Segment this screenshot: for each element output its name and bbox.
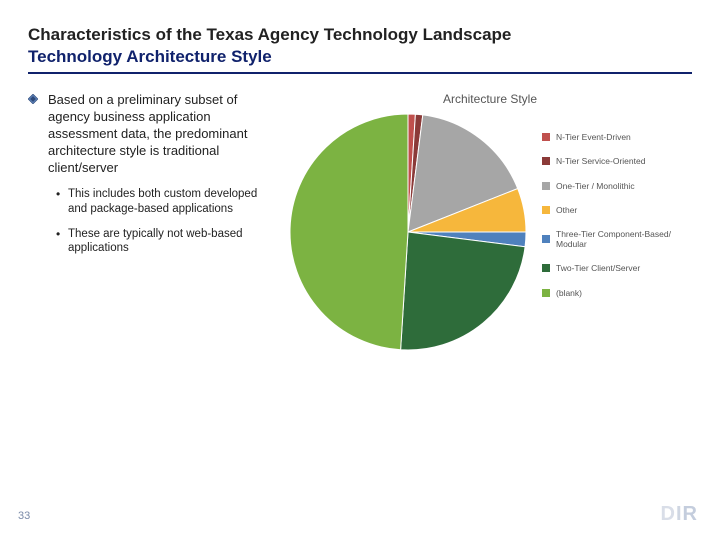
legend-swatch — [542, 289, 550, 297]
chart-title: Architecture Style — [288, 92, 692, 106]
legend-swatch — [542, 235, 550, 243]
chart-wrap: N-Tier Event-Driven N-Tier Service-Orient… — [288, 112, 692, 352]
slide: Characteristics of the Texas Agency Tech… — [0, 0, 720, 540]
title-block: Characteristics of the Texas Agency Tech… — [28, 24, 692, 74]
sub-bullet-list: • This includes both custom developed an… — [56, 187, 276, 257]
legend-label: Two-Tier Client/Server — [556, 263, 640, 273]
pie-slice — [290, 114, 408, 350]
title-line-1: Characteristics of the Texas Agency Tech… — [28, 24, 692, 46]
legend-label: (blank) — [556, 288, 582, 298]
logo: DIR — [661, 503, 698, 526]
dot-bullet-icon: • — [56, 228, 68, 257]
legend-item: N-Tier Event-Driven — [542, 132, 676, 142]
logo-letter-d: D — [661, 503, 676, 525]
legend-label: N-Tier Event-Driven — [556, 132, 631, 142]
legend-item: Two-Tier Client/Server — [542, 263, 676, 273]
logo-letter-r: R — [683, 503, 698, 525]
chart-column: Architecture Style N-Tier Event-DrivenN-… — [288, 92, 692, 352]
title-line-2: Technology Architecture Style — [28, 46, 692, 68]
bullet-main-text: Based on a preliminary subset of agency … — [48, 92, 276, 176]
legend-swatch — [542, 264, 550, 272]
legend-swatch — [542, 206, 550, 214]
legend-item: One-Tier / Monolithic — [542, 181, 676, 191]
legend-label: Three-Tier Component-Based/ Modular — [556, 229, 676, 249]
legend-swatch — [542, 182, 550, 190]
legend-label: Other — [556, 205, 577, 215]
legend-swatch — [542, 133, 550, 141]
title-underline — [28, 72, 692, 74]
sub-bullet-2-text: These are typically not web-based applic… — [68, 227, 276, 257]
sub-bullet-2: • These are typically not web-based appl… — [56, 227, 276, 257]
legend-item: N-Tier Service-Oriented — [542, 156, 676, 166]
sub-bullet-1: • This includes both custom developed an… — [56, 187, 276, 217]
chart-legend: N-Tier Event-Driven N-Tier Service-Orient… — [542, 132, 676, 312]
legend-label: One-Tier / Monolithic — [556, 181, 635, 191]
pie-slice — [401, 232, 525, 350]
legend-swatch — [542, 157, 550, 165]
pie-chart — [288, 112, 528, 352]
legend-item: (blank) — [542, 288, 676, 298]
bullet-column: Based on a preliminary subset of agency … — [28, 92, 288, 352]
diamond-bullet-icon — [28, 94, 42, 176]
legend-item: Other — [542, 205, 676, 215]
page-number: 33 — [18, 510, 30, 522]
bullet-main: Based on a preliminary subset of agency … — [28, 92, 276, 176]
content-area: Based on a preliminary subset of agency … — [28, 92, 692, 352]
sub-bullet-1-text: This includes both custom developed and … — [68, 187, 276, 217]
dot-bullet-icon: • — [56, 188, 68, 217]
legend-item: Three-Tier Component-Based/ Modular — [542, 229, 676, 249]
legend-label: N-Tier Service-Oriented — [556, 156, 645, 166]
